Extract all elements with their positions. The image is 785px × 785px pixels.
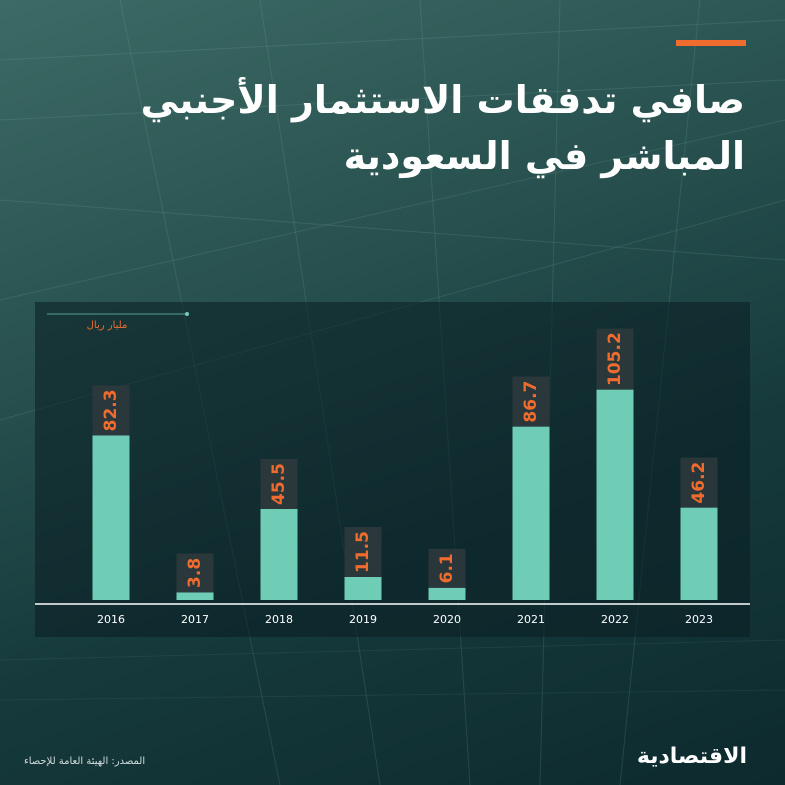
value-label-box-2022	[596, 328, 634, 390]
x-tick-2020: 2020	[433, 613, 461, 626]
bar-2018	[260, 509, 298, 600]
bar-2019	[344, 577, 382, 600]
chart-title-line1: صافي تدفقات الاستثمار الأجنبي	[140, 78, 745, 122]
bar-2017	[176, 592, 214, 600]
x-tick-2018: 2018	[265, 613, 293, 626]
x-tick-2022: 2022	[601, 613, 629, 626]
source-note: المصدر: الهيئة العامة للإحصاء	[24, 756, 146, 767]
bar-2021	[512, 426, 550, 600]
x-tick-2017: 2017	[181, 613, 209, 626]
bar-2023	[680, 507, 718, 600]
x-tick-2016: 2016	[97, 613, 125, 626]
value-label-2020: 6.1	[437, 553, 457, 583]
value-label-box-2016	[92, 385, 130, 436]
value-label-2021: 86.7	[521, 381, 541, 423]
value-label-2016: 82.3	[101, 389, 121, 431]
chart-title-line2: المباشر في السعودية	[343, 134, 745, 178]
bar-2022	[596, 389, 634, 600]
value-label-box-2023	[680, 457, 718, 508]
value-label-2019: 11.5	[353, 531, 373, 573]
brand-logo: الاقتصادية	[636, 744, 748, 769]
value-label-2017: 3.8	[185, 558, 205, 588]
value-label-2022: 105.2	[605, 332, 625, 386]
value-label-2023: 46.2	[689, 462, 709, 504]
chart-title: صافي تدفقات الاستثمار الأجنبي المباشر في…	[45, 72, 745, 184]
x-tick-2019: 2019	[349, 613, 377, 626]
value-label-box-2021	[512, 376, 550, 427]
value-label-box-2017	[176, 553, 214, 593]
top-rule-dot	[185, 312, 189, 316]
bar-2020	[428, 587, 466, 600]
unit-label: مليار ريال	[87, 320, 128, 331]
value-label-box-2020	[428, 548, 466, 588]
accent-bar	[676, 40, 746, 46]
value-label-box-2019	[344, 527, 382, 577]
bar-2016	[92, 435, 130, 600]
x-tick-2023: 2023	[685, 613, 713, 626]
x-tick-2021: 2021	[517, 613, 545, 626]
value-label-box-2018	[260, 459, 298, 509]
bar-chart: مليار ريال 82.3 3.8 45.5 11.5 6.1 86.7 105.2 46…	[35, 312, 750, 626]
value-label-2018: 45.5	[269, 463, 289, 505]
